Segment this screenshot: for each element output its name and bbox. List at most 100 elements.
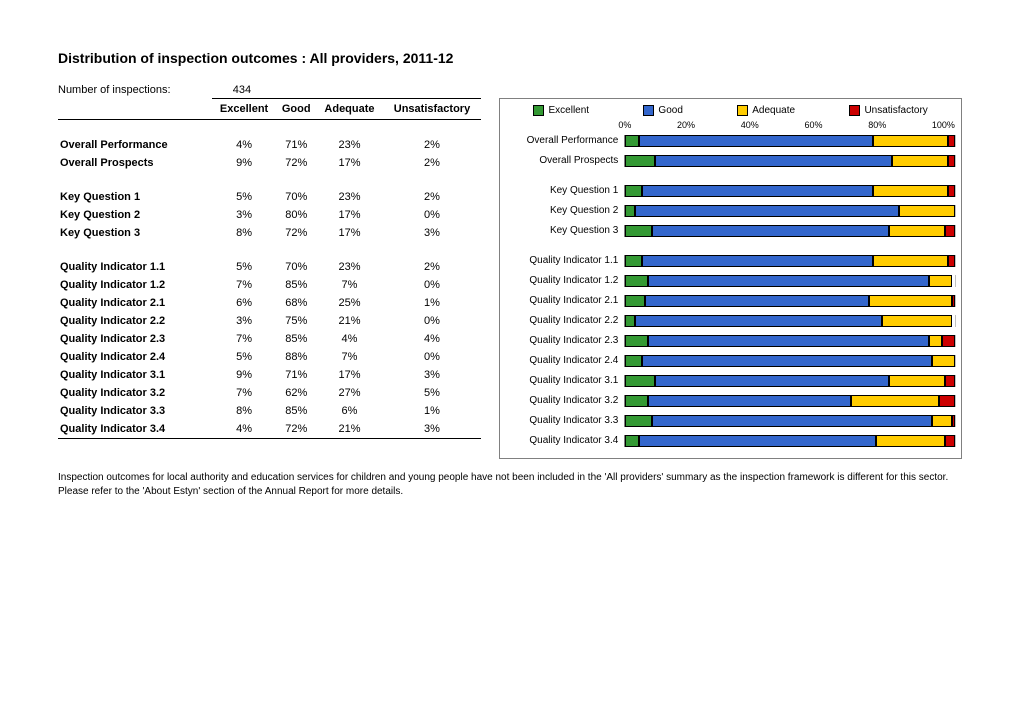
row-label: Quality Indicator 2.3 [58,330,212,348]
cell-value: 3% [383,420,482,439]
cell-value: 80% [276,206,316,224]
chart-bar-area [624,395,955,407]
cell-value: 7% [212,330,276,348]
bar-segment [948,255,955,267]
legend-label: Good [658,105,682,116]
legend-item: Unsatisfactory [849,105,927,116]
cell-value: 5% [383,384,482,402]
chart-bar-row: Quality Indicator 2.2 [506,312,955,329]
chart-bar-row: Key Question 1 [506,182,955,199]
cell-value: 23% [316,258,382,276]
cell-value: 4% [316,330,382,348]
legend-item: Excellent [533,105,589,116]
chart-row-label: Key Question 2 [506,205,624,216]
bar-segment [932,415,952,427]
cell-value: 1% [383,402,482,420]
cell-value: 8% [212,402,276,420]
axis-tick-label: 60% [804,120,822,130]
table-row: Quality Indicator 2.45%88%7%0% [58,348,481,366]
chart-bar-area [624,315,955,327]
cell-value: 17% [316,224,382,242]
legend-swatch [643,105,654,116]
bar-segment [948,185,955,197]
table-row: Overall Performance4%71%23%2% [58,136,481,154]
cell-value: 3% [383,224,482,242]
bar-segment [648,395,850,407]
col-excellent: Excellent [212,99,276,120]
bar-segment [625,205,635,217]
bar-segment [639,135,873,147]
cell-value: 9% [212,366,276,384]
bar-segment [945,375,955,387]
chart-row-label: Quality Indicator 3.1 [506,375,624,386]
chart-bar-row: Quality Indicator 2.3 [506,332,955,349]
bar-segment [625,415,651,427]
legend-item: Adequate [737,105,795,116]
chart-row-label: Key Question 3 [506,225,624,236]
table-row: Overall Prospects9%72%17%2% [58,154,481,172]
chart-bar-row: Overall Prospects [506,152,955,169]
cell-value: 0% [383,206,482,224]
bar-segment [932,355,955,367]
cell-value: 72% [276,154,316,172]
cell-value: 5% [212,188,276,206]
data-table: Excellent Good Adequate Unsatisfactory O… [58,98,481,439]
bar-segment [899,205,955,217]
cell-value: 70% [276,258,316,276]
table-row: Quality Indicator 3.38%85%6%1% [58,402,481,420]
chart-row-label: Quality Indicator 3.2 [506,395,624,406]
chart-row-label: Quality Indicator 1.2 [506,275,624,286]
bar-segment [892,155,948,167]
cell-value: 5% [212,348,276,366]
bar-segment [945,225,955,237]
bar-segment [948,155,955,167]
chart-row-label: Quality Indicator 1.1 [506,255,624,266]
bar-segment [952,295,955,307]
bar-segment [625,135,638,147]
bar-segment [625,255,641,267]
legend-label: Adequate [752,105,795,116]
cell-value: 4% [212,136,276,154]
bar-segment [945,435,955,447]
chart-bar-row: Quality Indicator 3.3 [506,412,955,429]
cell-value: 0% [383,348,482,366]
cell-value: 21% [316,312,382,330]
cell-value: 9% [212,154,276,172]
row-label: Quality Indicator 3.4 [58,420,212,439]
chart-row-label: Overall Prospects [506,155,624,166]
chart-row-label: Quality Indicator 2.2 [506,315,624,326]
bar-segment [642,185,873,197]
chart-bar-row: Quality Indicator 2.1 [506,292,955,309]
cell-value: 72% [276,224,316,242]
legend-item: Good [643,105,682,116]
cell-value: 71% [276,366,316,384]
chart-bar-row: Quality Indicator 2.4 [506,352,955,369]
bar-segment [876,435,945,447]
bar-segment [625,335,648,347]
table-header-row: Excellent Good Adequate Unsatisfactory [58,99,481,120]
footnote-text: Inspection outcomes for local authority … [58,471,962,498]
cell-value: 2% [383,258,482,276]
chart-bar-area [624,275,955,287]
chart-bar-area [624,435,955,447]
inspection-count-line: Number of inspections: 434 [58,84,962,96]
row-label: Quality Indicator 2.2 [58,312,212,330]
row-label: Overall Performance [58,136,212,154]
bar-segment [889,225,945,237]
bar-segment [625,295,645,307]
row-label: Key Question 2 [58,206,212,224]
bar-segment [625,155,655,167]
row-label: Quality Indicator 1.1 [58,258,212,276]
table-row: Quality Indicator 3.27%62%27%5% [58,384,481,402]
row-label: Key Question 3 [58,224,212,242]
table-row: Quality Indicator 3.44%72%21%3% [58,420,481,439]
bar-segment [639,435,876,447]
bar-segment [635,205,899,217]
cell-value: 17% [316,366,382,384]
bar-segment [625,395,648,407]
cell-value: 3% [212,206,276,224]
bar-segment [625,225,651,237]
row-label: Overall Prospects [58,154,212,172]
bar-segment [625,315,635,327]
legend-label: Excellent [548,105,589,116]
